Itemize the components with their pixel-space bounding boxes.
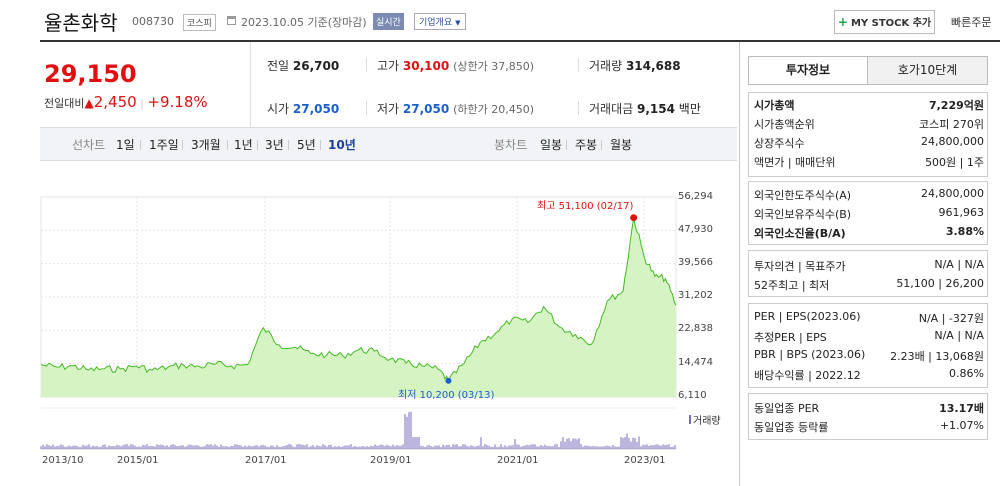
line-chart-label: 선차트 [72,138,106,152]
volume: 거래량 314,688 [589,59,681,73]
quote-date: 2023.10.05 기준(장마감) [241,16,367,29]
realtime-badge[interactable]: 실시간 [373,13,404,30]
tab-3y[interactable]: 3년 [265,138,284,152]
y-tick: 14,474 [678,357,713,368]
y-tick: 47,930 [678,224,713,235]
tab-weekly[interactable]: 주봉 [575,138,598,152]
tab-daily[interactable]: 일봉 [540,138,563,152]
header-divider [40,40,1000,42]
stock-code: 008730 [132,15,174,28]
tab-monthly[interactable]: 월봉 [610,138,633,152]
info-group-5 [748,393,988,440]
tab-1y[interactable]: 1년 [234,138,253,152]
chevron-down-icon: ▼ [455,19,461,27]
price-chart[interactable] [0,0,740,486]
mystock-add-button[interactable]: + MY STOCK 추가 [834,10,935,34]
min-price-label: 최저 10,200 (03/13) [398,390,495,401]
price-area [41,217,676,397]
y-tick: 22,838 [678,323,713,334]
calendar-icon [227,16,236,25]
y-tick: 39,566 [678,257,713,268]
tab-orderbook[interactable]: 호가10단계 [868,57,987,84]
price-change: 전일대비▲2,450 | +9.18% [44,93,208,111]
tab-5y[interactable]: 5년 [297,138,316,152]
y-tick: 6,110 [678,390,707,401]
tab-10y[interactable]: 10년 [328,138,356,152]
trade-amount: 거래대금 9,154 백만 [589,102,701,116]
tab-3m[interactable]: 3개월 [191,138,221,152]
candle-chart-label: 봉차트 [494,138,528,152]
x-tick: 2017/01 [245,455,287,466]
info-group-1 [748,92,988,177]
high-price: 고가 30,100 (상한가 37,850) [377,59,534,73]
plus-icon: + [837,15,848,29]
x-tick: 2015/01 [117,455,159,466]
y-tick: 56,294 [678,191,713,202]
stock-name[interactable]: 율촌화학 [44,11,118,35]
side-tabs: 투자정보 호가10단계 [748,56,988,85]
tab-1d[interactable]: 1일 [116,138,135,152]
info-group-2 [748,181,988,245]
volume-legend: 거래량 [689,412,721,427]
tab-invest-info[interactable]: 투자정보 [749,57,868,84]
x-tick: 2013/10 [42,455,84,466]
divider [250,42,251,127]
max-marker [630,214,638,222]
x-tick: 2023/01 [624,455,666,466]
fast-order-link[interactable]: 빠른주문 [951,16,992,29]
diff-label: 전일대비 [44,97,85,110]
open-price: 시가 27,050 [267,102,340,116]
chart-period-bar [40,127,737,161]
tab-1w[interactable]: 1주일 [149,138,179,152]
prev-close: 전일 26,700 [267,59,340,73]
price-line [40,217,677,382]
stock-header: 율촌화학 008730 코스피 2023.10.05 기준(장마감) 실시간 기… [0,0,1007,41]
y-tick: 31,202 [678,290,713,301]
info-group-3 [748,250,988,297]
max-price-label: 최고 51,100 (02/17) [537,201,634,212]
corp-overview-dropdown[interactable]: 기업개요 ▼ [414,13,466,30]
diff-value: 2,450 [93,93,137,111]
current-price: 29,150 [44,60,137,88]
diff-pct: +9.18% [147,93,208,111]
x-tick: 2021/01 [497,455,539,466]
x-tick: 2019/01 [370,455,412,466]
market-badge: 코스피 [183,14,216,31]
info-group-4 [748,303,988,388]
min-marker [445,377,452,384]
panel-divider [739,42,740,486]
up-arrow-icon: ▲ [84,96,94,110]
low-price: 저가 27,050 (하한가 20,450) [377,102,534,116]
